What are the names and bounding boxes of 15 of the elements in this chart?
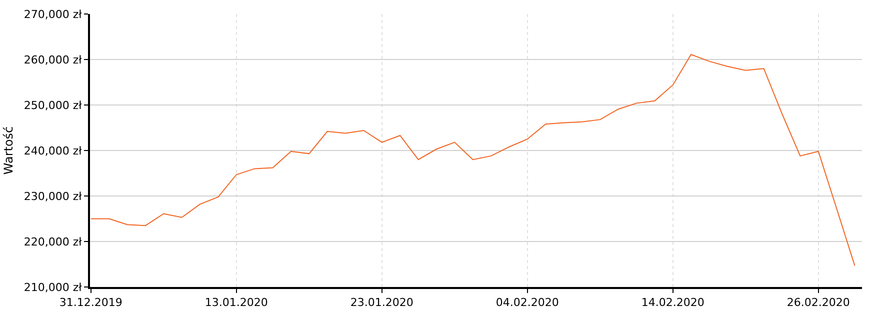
y-tick-label: 270,000 zł (24, 8, 83, 21)
x-tick-label: 26.02.2020 (786, 296, 850, 310)
y-axis-title: Wartość (2, 126, 16, 175)
line-series (90, 54, 856, 266)
y-tick-label: 250,000 zł (24, 98, 83, 112)
y-tick-label: 260,000 zł (24, 53, 83, 66)
x-tick-label: 04.02.2020 (496, 296, 559, 310)
y-tick-label: 230,000 zł (24, 190, 83, 203)
y-tick-label: 210,000 zł (24, 280, 83, 294)
x-tick-label: 31.12.2019 (59, 296, 122, 310)
x-tick-label: 14.02.2020 (641, 296, 704, 310)
y-tick-label: 240,000 zł (24, 144, 83, 158)
x-tick-label: 23.01.2020 (350, 296, 414, 310)
x-tick-label: 13.01.2020 (204, 296, 268, 310)
y-tick-label: 220,000 zł (24, 235, 83, 248)
